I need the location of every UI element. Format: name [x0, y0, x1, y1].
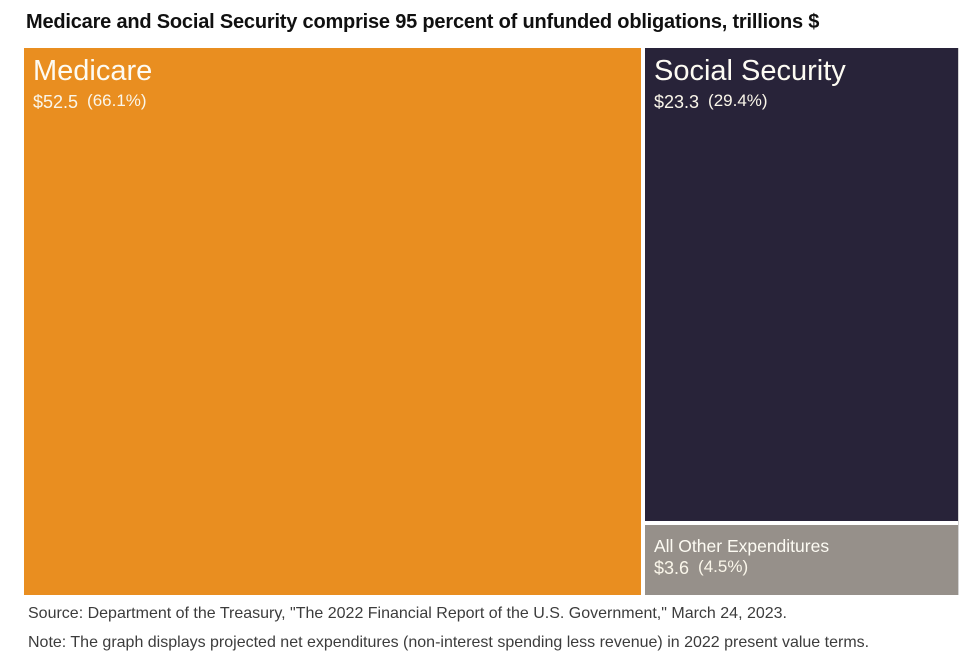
- social-security-percent: (29.4%): [708, 91, 768, 111]
- treemap-block-all-other-expenditures: All Other Expenditures $3.6 (4.5%): [645, 525, 958, 595]
- all-other-expenditures-percent: (4.5%): [698, 557, 749, 576]
- medicare-percent: (66.1%): [87, 91, 147, 111]
- medicare-value-line: $52.5 (66.1%): [33, 91, 641, 113]
- all-other-expenditures-value: $3.6: [654, 558, 690, 578]
- source-note: Source: Department of the Treasury, "The…: [28, 605, 787, 622]
- medicare-value: $52.5: [33, 92, 79, 113]
- all-other-expenditures-value-line: $3.6 (4.5%): [654, 557, 958, 579]
- all-other-expenditures-label: All Other Expenditures: [654, 536, 830, 556]
- footer: Source: Department of the Treasury, "The…: [28, 600, 968, 657]
- medicare-label: Medicare: [33, 55, 153, 87]
- method-note: Note: The graph displays projected net e…: [28, 633, 870, 651]
- treemap-block-social-security: Social Security $23.3 (29.4%): [645, 48, 958, 521]
- social-security-value-line: $23.3 (29.4%): [654, 91, 958, 113]
- treemap-block-medicare: Medicare $52.5 (66.1%): [24, 48, 641, 595]
- treemap-chart: Medicare $52.5 (66.1%) Social Security $2…: [24, 48, 959, 595]
- social-security-label: Social Security: [654, 55, 846, 87]
- chart-title: Medicare and Social Security comprise 95…: [26, 11, 820, 33]
- chart-right-edge-line: [958, 48, 959, 595]
- social-security-value: $23.3: [654, 92, 700, 113]
